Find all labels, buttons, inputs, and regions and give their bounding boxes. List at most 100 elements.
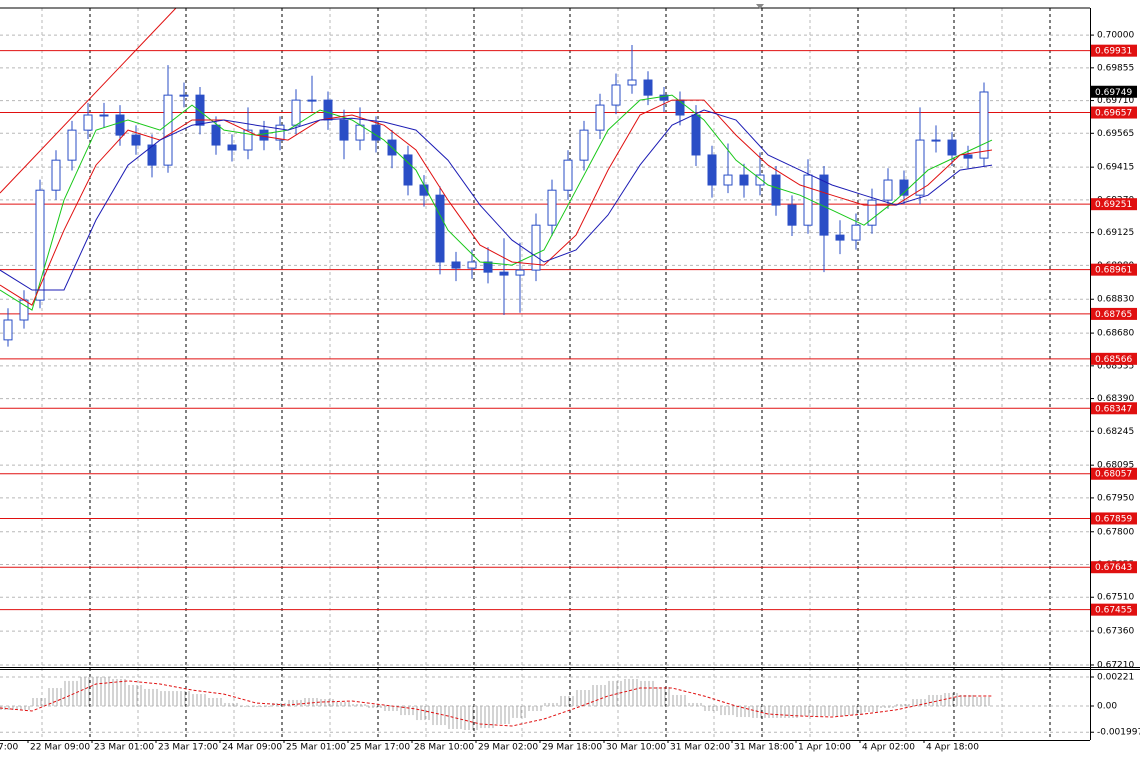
- macd-bar: [784, 706, 800, 718]
- macd-bar: [928, 694, 944, 707]
- macd-bar: [864, 706, 880, 713]
- level-label-box: [1091, 263, 1137, 276]
- macd-bar: [960, 694, 976, 707]
- y-tick-label: 0.68535: [1097, 361, 1134, 371]
- macd-bar: [16, 706, 32, 710]
- macd-bar: [608, 680, 624, 707]
- moving-average: [0, 99, 993, 306]
- y-tick-label: 0.68680: [1097, 329, 1134, 339]
- y-tick-label: 0.67950: [1097, 493, 1134, 503]
- candle-body: [163, 94, 173, 166]
- macd-bar: [624, 678, 640, 707]
- shift-marker: [756, 4, 764, 9]
- macd-bar: [560, 696, 576, 707]
- x-tick-label: 23 Mar 01:00: [94, 743, 154, 753]
- candle-body: [243, 129, 253, 151]
- y-tick-label: 0.69565: [1097, 129, 1134, 139]
- y-tick-label: -0.001997: [1097, 728, 1140, 738]
- level-label-box: [1091, 44, 1137, 57]
- macd-bar: [496, 706, 512, 724]
- macd-bar: [160, 691, 176, 707]
- y-tick-label: 0.00: [1097, 702, 1117, 712]
- candle-body: [467, 261, 477, 269]
- moving-average: [0, 94, 993, 311]
- y-tick-label: 0.67510: [1097, 593, 1134, 603]
- candle-body: [131, 134, 141, 146]
- candle-body: [451, 261, 461, 269]
- x-tick-label: 4 Apr 18:00: [926, 743, 979, 753]
- candle-body: [755, 174, 765, 186]
- candle-body: [883, 179, 893, 201]
- y-tick-label: 0.68095: [1097, 461, 1134, 471]
- level-label: 0.68961: [1095, 266, 1132, 276]
- candle-body: [867, 199, 877, 226]
- macd-bar: [176, 691, 192, 707]
- level-label-box: [1091, 307, 1137, 320]
- level-label-box: [1091, 352, 1137, 365]
- macd-bar: [0, 706, 16, 710]
- candle-body: [99, 114, 109, 117]
- y-tick-label: 0.69710: [1097, 96, 1134, 106]
- macd-bar: [256, 706, 272, 708]
- macd-bar: [592, 685, 608, 707]
- macd-bar: [80, 677, 96, 707]
- x-tick-label: 30 Mar 10:00: [606, 743, 666, 753]
- macd-bar: [240, 706, 256, 708]
- candle-body: [499, 271, 509, 276]
- macd-bar: [64, 680, 80, 707]
- macd-bar: [288, 699, 304, 707]
- macd-bar: [800, 706, 816, 716]
- macd-bar: [656, 686, 672, 707]
- level-label: 0.69251: [1095, 200, 1132, 210]
- macd-bar: [768, 706, 784, 718]
- x-tick-label: 1 Apr 10:00: [798, 743, 851, 753]
- candle-body: [931, 139, 941, 142]
- candle-body: [435, 194, 445, 263]
- macd-bar: [848, 706, 864, 716]
- candle-body: [563, 159, 573, 191]
- level-label: 0.68566: [1095, 355, 1132, 365]
- macd-bar: [944, 693, 960, 707]
- macd-bar: [832, 706, 848, 716]
- y-tick-label: 0.67800: [1097, 527, 1134, 537]
- y-tick-label: 0.69125: [1097, 228, 1134, 238]
- y-tick-label: 0.00221: [1097, 673, 1134, 683]
- y-tick-label: 0.69415: [1097, 163, 1134, 173]
- candle-body: [899, 179, 909, 196]
- level-label-box: [1091, 198, 1137, 211]
- candle-body: [819, 174, 829, 236]
- candle-body: [195, 94, 205, 126]
- candle-body: [771, 174, 781, 206]
- current-price-label: 0.69749: [1095, 88, 1132, 98]
- candle-body: [531, 224, 541, 271]
- candle-body: [355, 124, 365, 141]
- level-label: 0.68765: [1095, 310, 1132, 320]
- candle-body: [803, 174, 813, 226]
- x-tick-label: 28 Mar 10:00: [414, 743, 474, 753]
- x-tick-label: 29 Mar 02:00: [478, 743, 538, 753]
- x-tick-label: 31 Mar 02:00: [670, 743, 730, 753]
- price-axis-background: [1091, 9, 1140, 667]
- macd-bar: [896, 704, 912, 707]
- y-tick-label: 0.70000: [1097, 31, 1134, 41]
- candle-body: [835, 234, 845, 241]
- price-panel: [0, 8, 993, 347]
- candle-body: [947, 139, 957, 156]
- macd-bar: [912, 699, 928, 707]
- macd-bar: [688, 702, 704, 707]
- candle-body: [291, 99, 301, 126]
- level-label: 0.69931: [1095, 47, 1132, 57]
- level-label-box: [1091, 467, 1137, 480]
- candle-body: [275, 124, 285, 141]
- level-label-box: [1091, 561, 1137, 574]
- level-label-box: [1091, 512, 1137, 525]
- candle-body: [963, 154, 973, 159]
- macd-bar: [32, 698, 48, 707]
- macd-bar: [416, 706, 432, 721]
- moving-average: [0, 109, 993, 291]
- candle-body: [323, 99, 333, 121]
- macd-bar: [192, 694, 208, 707]
- candle-body: [659, 94, 669, 101]
- candle-body: [259, 129, 269, 141]
- macd-bar: [720, 706, 736, 716]
